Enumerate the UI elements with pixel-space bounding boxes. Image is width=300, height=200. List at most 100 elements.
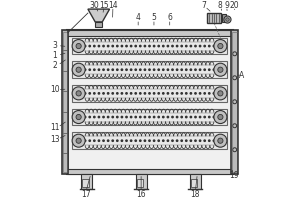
Circle shape: [117, 69, 118, 70]
Circle shape: [130, 93, 132, 94]
Circle shape: [126, 69, 127, 70]
Text: 1: 1: [52, 51, 57, 60]
Circle shape: [218, 67, 223, 72]
Circle shape: [153, 140, 155, 141]
Circle shape: [103, 69, 104, 70]
Circle shape: [226, 18, 229, 21]
Circle shape: [208, 140, 210, 141]
Bar: [67, 30, 233, 174]
Circle shape: [167, 69, 169, 70]
Text: 14: 14: [108, 1, 117, 10]
Circle shape: [94, 69, 95, 70]
Circle shape: [153, 45, 155, 47]
Circle shape: [117, 140, 118, 141]
Circle shape: [149, 45, 150, 47]
Circle shape: [158, 45, 159, 47]
Circle shape: [140, 93, 141, 94]
Circle shape: [218, 91, 223, 96]
Bar: [67, 30, 233, 36]
Bar: [72, 85, 227, 102]
Circle shape: [163, 45, 164, 47]
Circle shape: [163, 116, 164, 118]
Circle shape: [98, 93, 100, 94]
Circle shape: [190, 45, 192, 47]
Bar: [137, 179, 143, 187]
Circle shape: [167, 140, 169, 141]
Circle shape: [89, 116, 90, 118]
Circle shape: [76, 43, 81, 49]
Circle shape: [204, 69, 206, 70]
Circle shape: [94, 116, 95, 118]
Circle shape: [167, 116, 169, 118]
Circle shape: [224, 16, 231, 23]
Circle shape: [167, 93, 169, 94]
Circle shape: [153, 93, 155, 94]
Circle shape: [121, 93, 123, 94]
Circle shape: [144, 116, 145, 118]
Circle shape: [144, 45, 145, 47]
Circle shape: [76, 91, 81, 96]
Circle shape: [163, 69, 164, 70]
Circle shape: [186, 116, 187, 118]
Circle shape: [195, 93, 196, 94]
Circle shape: [186, 45, 187, 47]
Bar: [190, 174, 201, 189]
Circle shape: [107, 116, 109, 118]
Circle shape: [204, 45, 206, 47]
Circle shape: [158, 93, 159, 94]
Bar: [191, 179, 197, 187]
Text: A: A: [239, 71, 244, 80]
Circle shape: [140, 116, 141, 118]
Bar: [62, 30, 68, 174]
Circle shape: [126, 140, 127, 141]
Bar: [136, 174, 146, 189]
Circle shape: [140, 45, 141, 47]
Circle shape: [163, 93, 164, 94]
Circle shape: [181, 93, 182, 94]
Text: 20: 20: [230, 1, 240, 10]
Circle shape: [126, 45, 127, 47]
Circle shape: [130, 69, 132, 70]
Circle shape: [181, 45, 182, 47]
Circle shape: [158, 140, 159, 141]
Circle shape: [218, 43, 223, 49]
Circle shape: [172, 93, 173, 94]
Circle shape: [103, 45, 104, 47]
Circle shape: [213, 93, 214, 94]
Circle shape: [208, 45, 210, 47]
Circle shape: [144, 93, 145, 94]
Circle shape: [84, 93, 86, 94]
Circle shape: [135, 140, 136, 141]
Text: 11: 11: [50, 123, 60, 132]
Circle shape: [112, 93, 113, 94]
Circle shape: [208, 116, 210, 118]
Circle shape: [153, 116, 155, 118]
Circle shape: [121, 69, 123, 70]
Circle shape: [135, 116, 136, 118]
Circle shape: [72, 40, 85, 53]
Text: 2: 2: [52, 61, 57, 70]
Circle shape: [158, 116, 159, 118]
Circle shape: [135, 45, 136, 47]
Text: 18: 18: [190, 190, 200, 199]
Bar: [72, 38, 227, 54]
Bar: [82, 179, 89, 187]
Bar: [232, 32, 238, 172]
Circle shape: [214, 87, 227, 100]
Circle shape: [117, 116, 118, 118]
Circle shape: [117, 93, 118, 94]
Circle shape: [158, 69, 159, 70]
Circle shape: [167, 45, 169, 47]
Circle shape: [172, 140, 173, 141]
Circle shape: [190, 140, 192, 141]
Circle shape: [89, 140, 90, 141]
Circle shape: [176, 45, 178, 47]
Circle shape: [89, 45, 90, 47]
Circle shape: [200, 116, 201, 118]
Circle shape: [181, 69, 182, 70]
Circle shape: [190, 116, 192, 118]
Circle shape: [76, 114, 81, 120]
Circle shape: [121, 116, 123, 118]
Circle shape: [218, 138, 223, 143]
Circle shape: [213, 69, 214, 70]
